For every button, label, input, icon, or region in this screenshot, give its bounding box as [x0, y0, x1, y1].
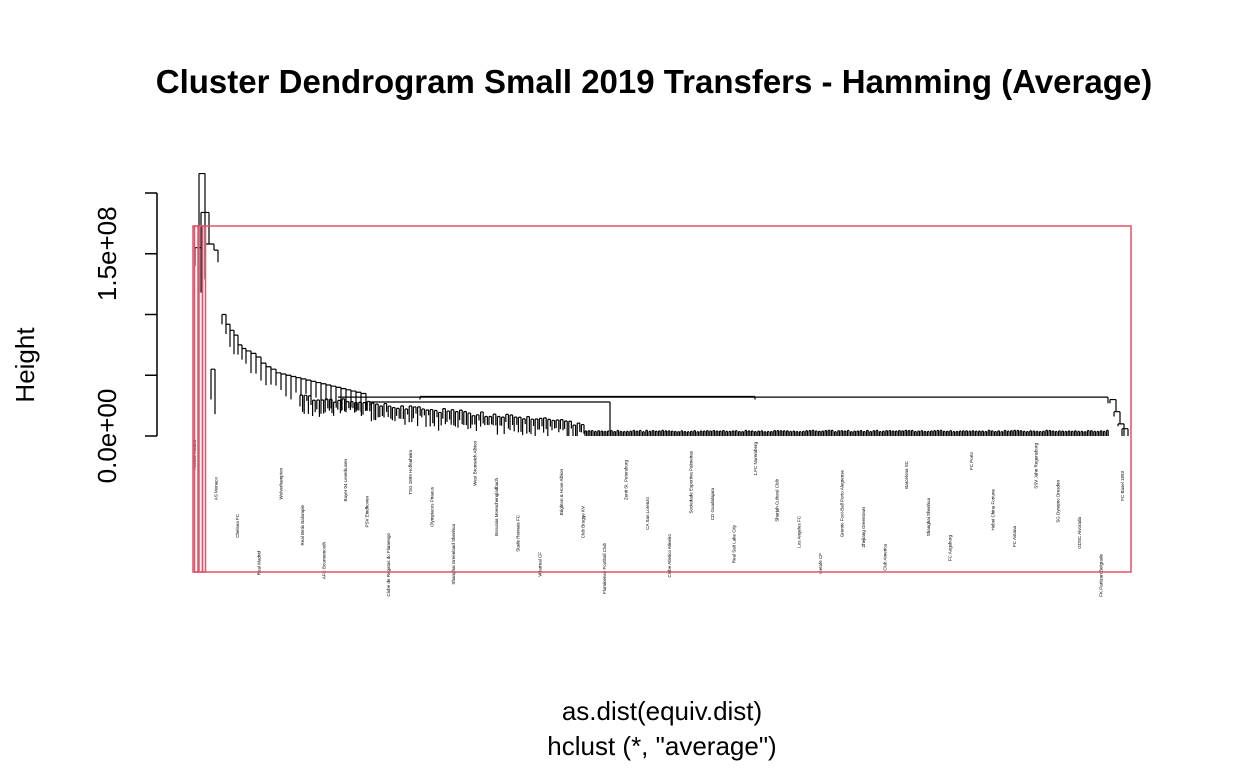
leaf-label: Wolverhampton [278, 468, 283, 500]
chart-title: Cluster Dendrogram Small 2019 Transfers … [156, 63, 1152, 100]
leaf-label: Shanghai Greenland Shenhua [451, 524, 456, 585]
leaf-label: West Bromwich Albion [473, 441, 478, 486]
dendrogram-branches [194, 172, 1129, 436]
leaf-label: Clube Atletico Mineiro [667, 534, 672, 578]
leaf-label: Olympiacos Piraeus [429, 486, 434, 527]
leaf-label: Shanghai Shenhua [926, 498, 931, 537]
leaf-label: Hebei China Fortune [991, 489, 996, 531]
leaf-label: Sharjah Cultural Club [775, 479, 780, 522]
leaf-label: Real Madrid [257, 551, 262, 576]
leaf-label: 1.FC Nuremberg [753, 442, 758, 476]
leaf-label: Real Betis Balompie [300, 505, 305, 546]
leaf-label: PSV Eindhoven [365, 496, 370, 528]
leaf-label: Brighton & Hove Albion [559, 469, 564, 516]
y-tick-label: 1.5e+08 [92, 206, 122, 301]
y-axis: 0.0e+00 1.5e+08 [92, 192, 158, 484]
method-sublabel: hclust (*, "average") [547, 731, 776, 761]
leaf-label: Zenit St. Petersburg [624, 460, 629, 501]
leaf-label: Club Brugge KV [580, 506, 585, 538]
leaf-label: Stade Rennais FC [516, 514, 521, 552]
cluster-rectangle [192, 225, 1132, 573]
leaf-label: Bayer 04 Leverkusen [343, 459, 348, 502]
leaf-label: Borussia Moenchengladbach [494, 478, 499, 537]
leaf-label: FC Astana [1012, 526, 1017, 548]
leaf-label: FC Porto [969, 452, 974, 471]
dendrogram-tree [194, 172, 1129, 436]
leaf-label: GDSC Alvorada [1077, 517, 1082, 549]
leaf-label: Sociedade Esportiva Palmeiras [688, 450, 693, 513]
x-axis-label: as.dist(equiv.dist) [562, 696, 762, 726]
y-axis-label: Height [10, 327, 40, 403]
leaf-label: Club America [883, 544, 888, 571]
leaf-label: Barcelona SC [904, 460, 909, 489]
leaf-label: SG Dynamo Dresden [1055, 480, 1060, 523]
leaf-label: Gremio Foot-Ball Porto Alegrense [839, 470, 844, 538]
leaf-label: Los Angeles FC [796, 515, 801, 548]
leaf-label: FC Augsburg [947, 535, 952, 562]
leaf-label: Chelsea FC [235, 513, 240, 538]
leaf-label: CA San Lorenzo [645, 497, 650, 530]
leaf-label: Getafe CF [818, 553, 823, 574]
leaf-label: AFC Bournemouth [321, 542, 326, 580]
leaf-label: AS Monaco [214, 477, 219, 501]
leaf-label: Zhejiang Greentown [861, 507, 866, 548]
leaf-label: Villarreal CF [537, 552, 542, 577]
cluster-rectangle [201, 225, 207, 573]
leaf-label: Clube de Regatas do Flamengo [386, 533, 391, 597]
leaf-label: TSG 1899 Hoffenheim [408, 450, 413, 495]
leaf-label: FK Partizan Belgrade [1098, 554, 1103, 597]
cluster-rectangles [192, 225, 1132, 573]
leaf-label: CD Guadalajara [710, 488, 715, 521]
leaf-label: FC Basel 1893 [1120, 471, 1125, 501]
leaf-label: SSV Jahn Regensburg [1034, 443, 1039, 489]
y-tick-label: 0.0e+00 [92, 389, 122, 484]
leaf-label: Real Salt Lake City [732, 524, 737, 563]
leaf-label: Fluminense Football Club [602, 543, 607, 595]
cluster-rectangle [193, 225, 199, 573]
